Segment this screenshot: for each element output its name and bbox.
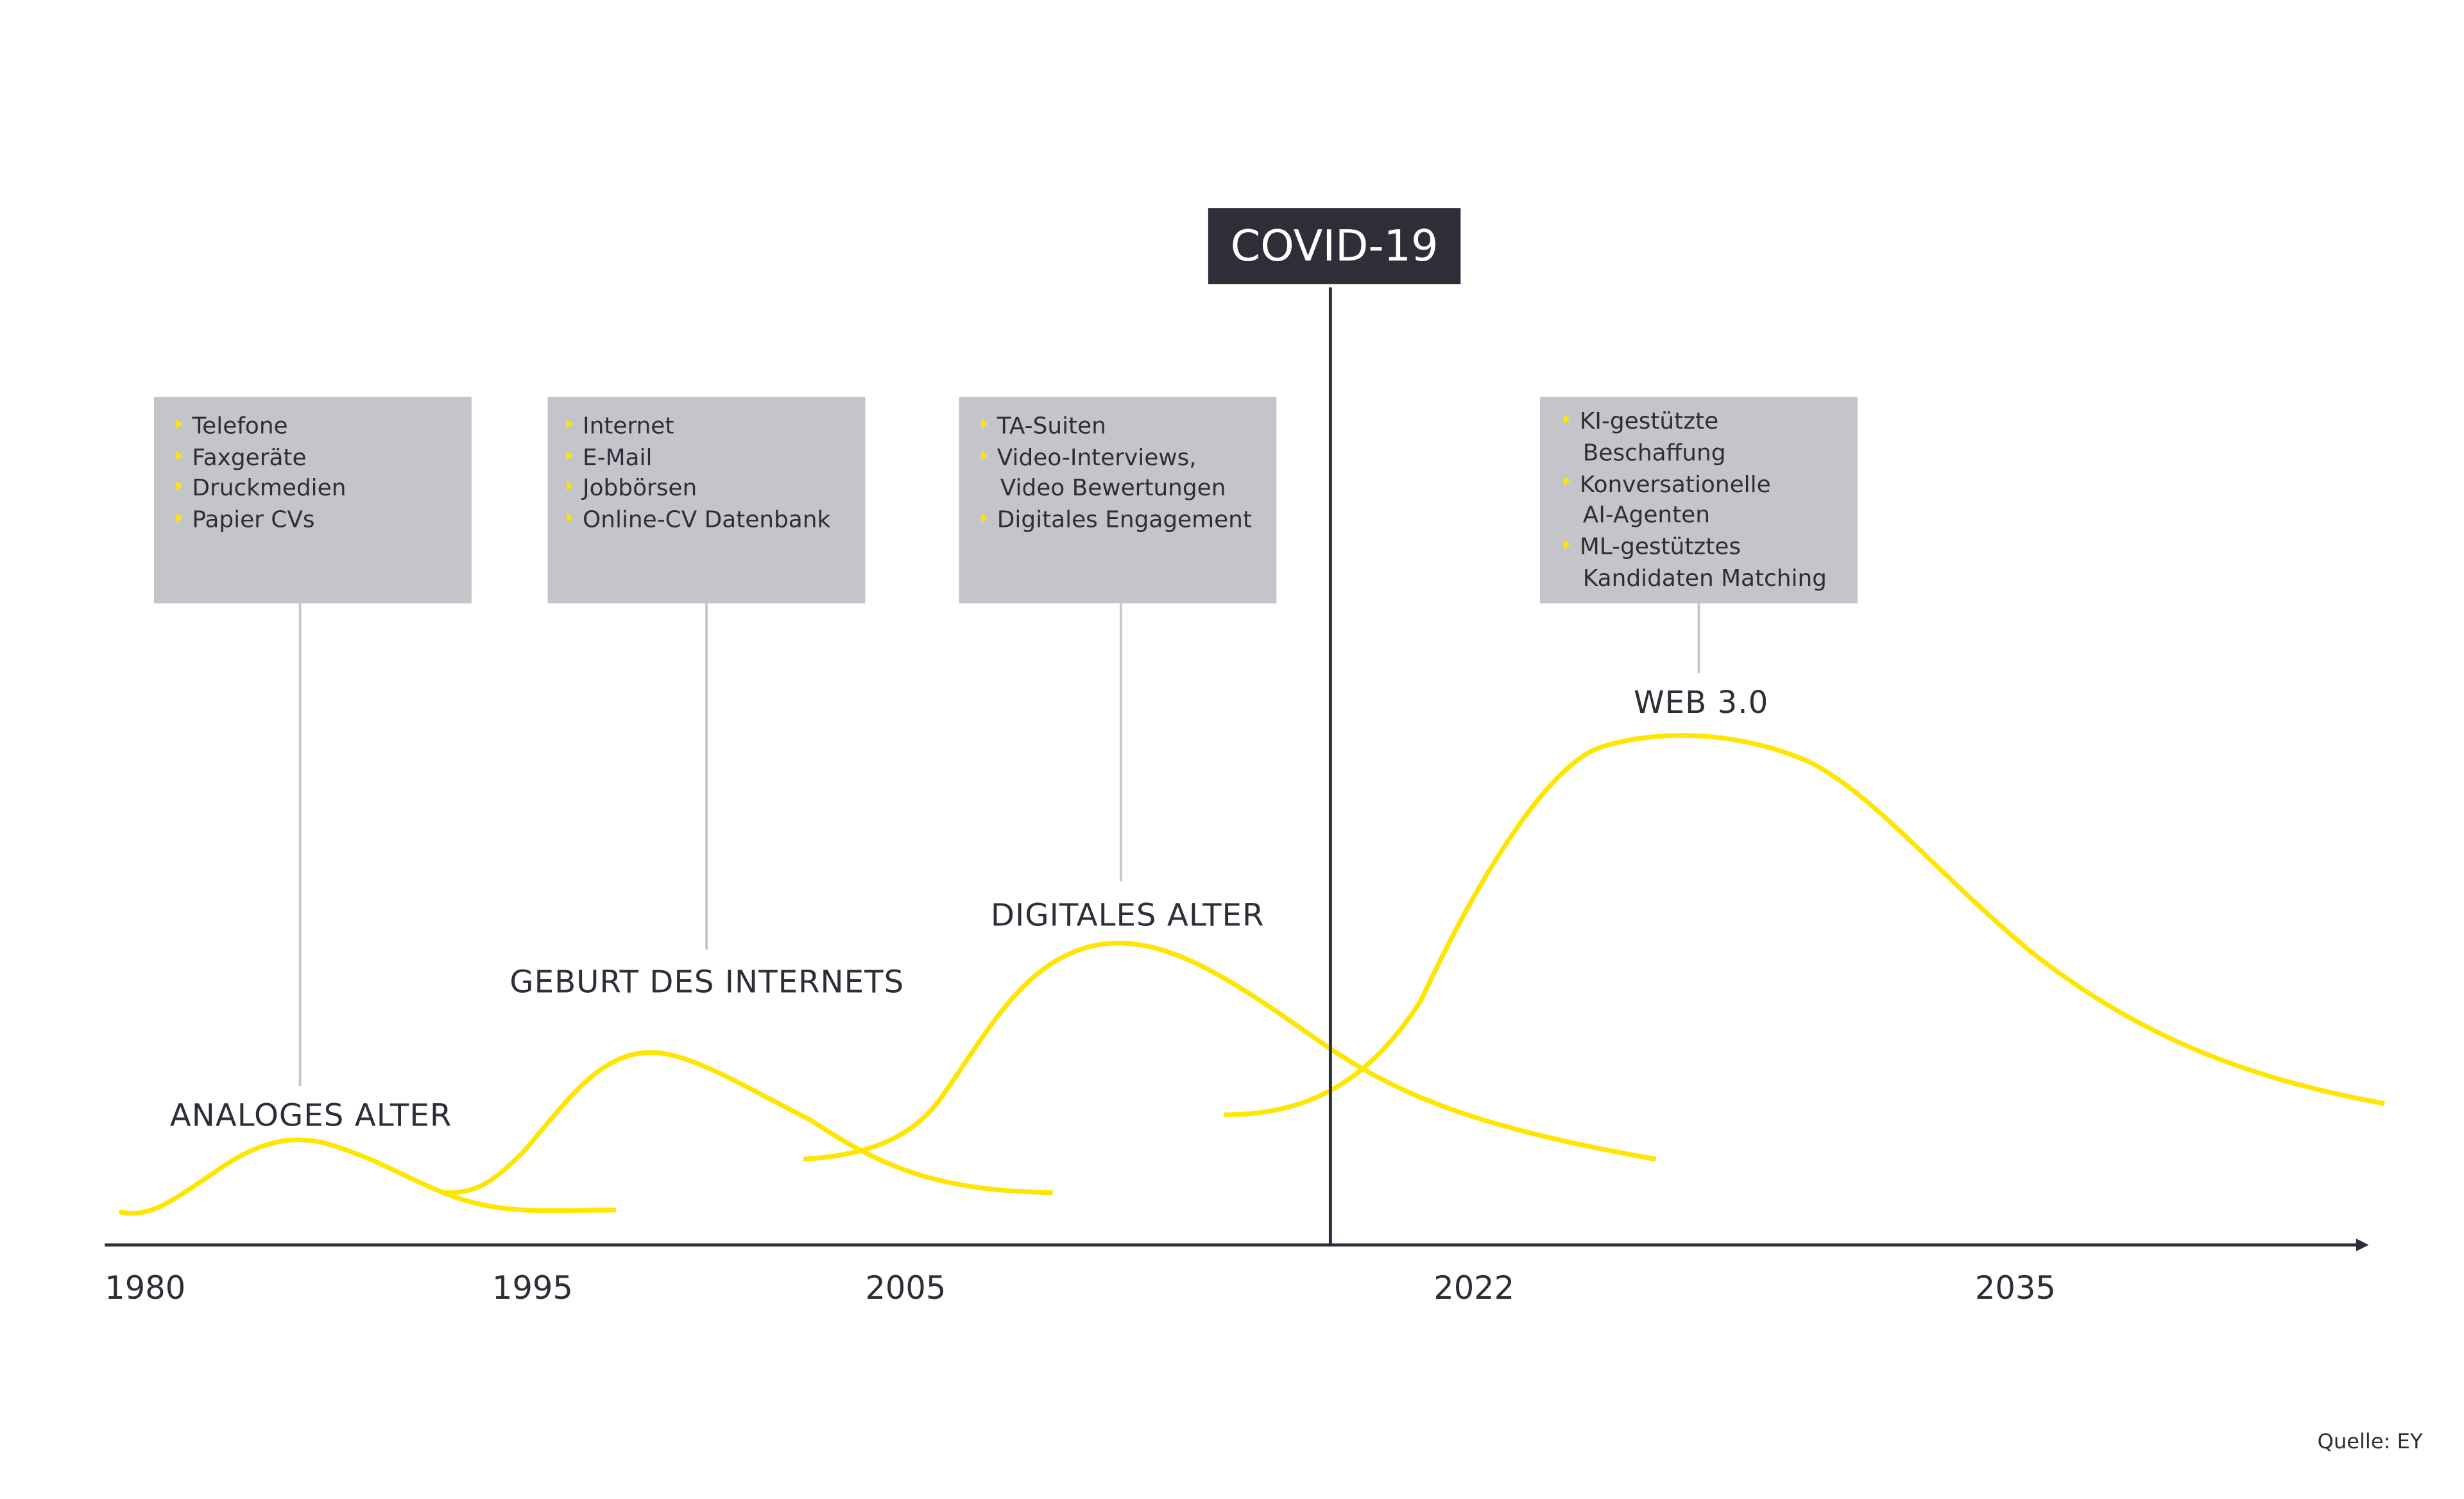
bullet-icon	[567, 513, 574, 523]
box-item: Video-Interviews,	[997, 445, 1197, 471]
box-item: AI-Agenten	[1583, 502, 1710, 528]
bullet-icon	[567, 450, 574, 461]
box-item: Druckmedien	[192, 475, 346, 501]
era-curve-analog	[118, 1137, 617, 1216]
box-item: Telefone	[191, 413, 287, 440]
bullet-icon	[1564, 414, 1571, 424]
bullet-icon	[176, 481, 183, 491]
era-label: DIGITALES ALTER	[991, 898, 1265, 934]
box-item: TA-Suiten	[997, 413, 1106, 440]
box-item: Digitales Engagement	[997, 507, 1252, 533]
bullet-icon	[567, 419, 574, 429]
era-curve-internet	[441, 1050, 1053, 1195]
box-item: Kandidaten Matching	[1583, 565, 1827, 592]
bullet-icon	[1564, 540, 1571, 550]
box-item: KI-gestützte	[1580, 408, 1718, 434]
box-item: Faxgeräte	[192, 445, 306, 471]
bullet-icon	[176, 419, 183, 429]
bullet-icon	[176, 513, 183, 523]
source-note: Quelle: EY	[2318, 1429, 2423, 1453]
box-item: Jobbörsen	[581, 475, 697, 501]
era-curve-web3	[1224, 733, 2385, 1117]
box-item: Beschaffung	[1583, 440, 1726, 467]
bullet-icon	[176, 450, 183, 461]
box-item: Video Bewertungen	[1000, 475, 1226, 501]
axis-year: 2035	[1975, 1269, 2056, 1306]
era-curve-digital	[803, 940, 1657, 1162]
axis-year: 2005	[865, 1269, 946, 1306]
axis-year: 1980	[105, 1269, 185, 1306]
bullet-icon	[981, 419, 988, 429]
era-box-digital: TA-Suiten Video-Interviews, Video Bewert…	[959, 397, 1277, 604]
axis-year: 1995	[492, 1269, 573, 1306]
axis-year: 2022	[1433, 1269, 1514, 1306]
era-box-analog: Telefone Faxgeräte Druckmedien Papier CV…	[154, 397, 472, 604]
covid-badge	[1208, 208, 1461, 284]
bullet-icon	[567, 481, 574, 491]
box-item: Papier CVs	[192, 507, 314, 533]
box-item: E-Mail	[583, 445, 652, 471]
bullet-icon	[981, 450, 988, 461]
box-item: Online-CV Datenbank	[583, 507, 830, 533]
era-label: GEBURT DES INTERNETS	[509, 964, 904, 1000]
covid-label: COVID-19	[1231, 221, 1439, 271]
era-box-web3: KI-gestützte Beschaffung Konversationell…	[1540, 397, 1858, 604]
bullet-icon	[981, 513, 988, 523]
box-item: Konversationelle	[1580, 472, 1771, 498]
axis-arrow-icon	[2356, 1238, 2369, 1251]
box-item: ML-gestütztes	[1580, 534, 1741, 560]
era-label: ANALOGES ALTER	[170, 1097, 452, 1133]
box-item: Internet	[583, 413, 674, 440]
era-box-internet: Internet E-Mail Jobbörsen Online-CV Date…	[547, 397, 866, 604]
era-label: WEB 3.0	[1634, 685, 1768, 721]
bullet-icon	[1564, 476, 1571, 486]
